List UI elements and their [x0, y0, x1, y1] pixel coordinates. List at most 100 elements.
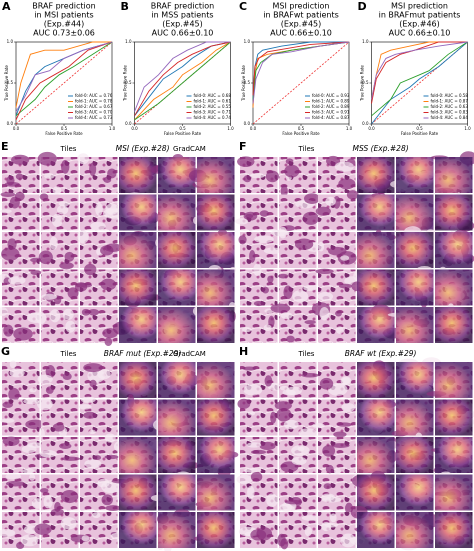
y-axis-label: True Positive Rate [241, 65, 246, 102]
tissue-structure [49, 309, 61, 323]
tissue-structure [81, 535, 90, 542]
gradcam-image [119, 362, 157, 398]
tile-image [77, 153, 118, 193]
tissue-structure [264, 375, 273, 387]
tissue-structure [52, 186, 62, 195]
gradcam-image [158, 307, 196, 343]
chart-title: BRAF prediction [151, 2, 214, 11]
heatmap [197, 157, 235, 193]
tile-image [237, 156, 280, 193]
heatmap [197, 399, 235, 436]
heatmap [396, 157, 434, 193]
gradcam-image [192, 301, 236, 343]
tissue-structure [242, 327, 252, 333]
tissue-structure [292, 290, 309, 303]
y-tick-label: 0.0 [244, 121, 251, 126]
tile-image [317, 232, 357, 268]
tissue-structure [247, 485, 255, 500]
tissue-structure [100, 278, 117, 291]
heatmap [158, 232, 196, 268]
legend-entry: fold-3: AUC = 0.91 [312, 110, 350, 115]
heatmap [396, 437, 434, 473]
y-tick-label: 0.0 [125, 121, 132, 126]
tissue-structure [31, 498, 44, 509]
tile-image [279, 362, 319, 398]
tissue-structure [45, 386, 54, 394]
legend-entry: fold-0: AUC = 0.76 [75, 93, 113, 98]
heatmap [435, 232, 473, 268]
tissue-structure [67, 287, 79, 299]
legend-entry: fold-4: AUC = 0.73 [75, 115, 113, 120]
tile-image [0, 232, 42, 268]
roc-curve [134, 41, 231, 121]
tissue-structure [245, 214, 254, 219]
tissue-structure [77, 230, 89, 244]
tile-image [2, 360, 40, 402]
tissue-structure [302, 211, 319, 225]
y-tick-label: 1.0 [7, 39, 14, 44]
gradcam-header: GradCAM [173, 145, 206, 153]
heatmap [357, 474, 395, 511]
tile-image [77, 230, 123, 268]
gradcam-image [197, 437, 239, 478]
roc-curve [134, 41, 231, 121]
heatmap [435, 269, 473, 306]
chart-title: AUC 0.73±0.06 [33, 29, 95, 38]
tissue-structure [263, 324, 272, 332]
heatmap [119, 437, 157, 473]
gradcam-image [351, 269, 395, 308]
class-header: MSI (Exp.#28) [116, 144, 170, 153]
tissue-structure [304, 526, 312, 537]
heatmap [197, 194, 235, 231]
tile-image [279, 193, 320, 232]
chart-title: BRAF prediction [32, 2, 95, 11]
legend-entry: fold-0: AUC = 0.58 [431, 93, 469, 98]
tile-image [277, 512, 321, 550]
x-axis-label: False Positive Rate [282, 131, 320, 136]
tissue-structure [39, 450, 57, 458]
gradcam-image [357, 229, 396, 268]
gradcam-image [435, 229, 474, 268]
chart-title: AUC 0.66±0.10 [152, 29, 214, 38]
tissue-structure [22, 468, 35, 474]
x-tick-label: 0.5 [61, 126, 68, 131]
gradcam-image [119, 155, 163, 196]
tissue-structure [284, 164, 300, 178]
heatmap [357, 269, 395, 306]
x-tick-label: 1.0 [227, 126, 234, 131]
tissue-structure [89, 379, 97, 388]
tile-image [0, 512, 40, 549]
legend-entry: fold-1: AUC = 0.61 [194, 99, 232, 104]
tissue-structure [8, 276, 26, 285]
tissue-structure [280, 312, 293, 320]
tissue-structure [3, 324, 14, 337]
tissue-structure [253, 300, 264, 307]
tissue-structure [62, 308, 74, 320]
gradcam-image [396, 474, 438, 511]
tile-image [80, 433, 119, 473]
gradcam-image [158, 362, 199, 398]
tissue-structure [263, 247, 282, 255]
x-tick-label: 0.0 [131, 126, 138, 131]
x-tick-label: 0.5 [298, 126, 305, 131]
tissue-structure [29, 388, 37, 393]
tissue-structure [59, 261, 74, 270]
tile-image [0, 307, 46, 343]
gradcam-image [387, 307, 434, 343]
tissue-structure [83, 363, 104, 373]
tile-image [270, 226, 325, 268]
tiles-header: Tiles [60, 350, 77, 358]
tile-image [237, 398, 278, 436]
tissue-structure [303, 193, 320, 204]
gradcam-image [197, 264, 237, 306]
tiles-header: Tiles [60, 145, 77, 153]
heatmap [119, 157, 157, 193]
tissue-structure [84, 263, 97, 276]
class-header: MSS (Exp.#28) [353, 144, 409, 153]
heatmap [158, 399, 196, 436]
tissue-structure [251, 449, 267, 455]
tissue-structure [303, 284, 317, 291]
roc-curve [252, 41, 350, 104]
tissue-structure [92, 512, 101, 519]
heatmap [396, 512, 434, 548]
